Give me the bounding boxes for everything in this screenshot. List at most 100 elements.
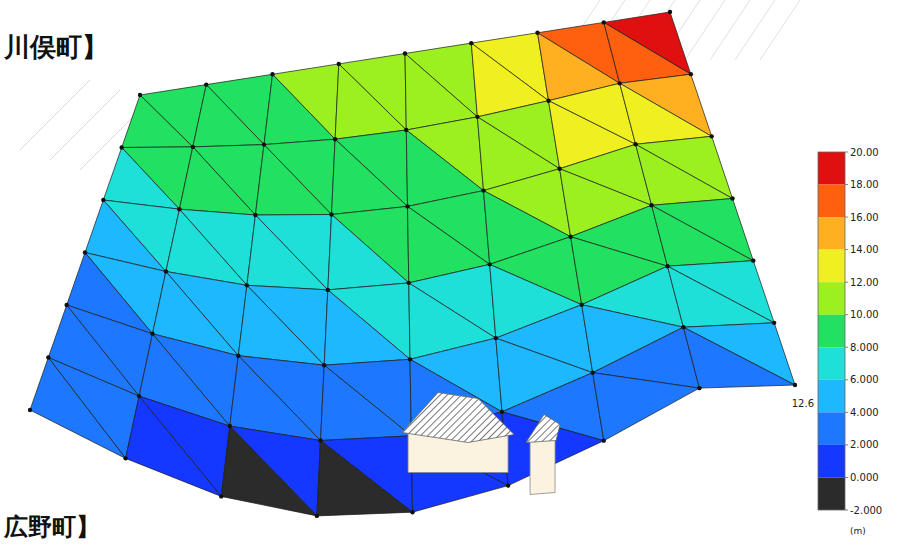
vertex — [123, 456, 127, 460]
vertex — [253, 213, 257, 217]
surface-facet — [328, 215, 409, 290]
surface-facet — [683, 327, 795, 388]
surface-facet — [620, 83, 712, 144]
surface-facet — [255, 145, 331, 215]
vertex — [404, 128, 408, 132]
colorbar-segment — [818, 315, 845, 348]
surface-facet — [126, 396, 222, 496]
vertex — [326, 288, 330, 292]
vertex — [475, 115, 479, 119]
vertex — [262, 142, 266, 146]
vertex — [494, 336, 498, 340]
vertex — [315, 514, 319, 518]
surface-facet — [324, 290, 410, 365]
chart: 20.0018.0016.0014.0012.0010.008.0006.000… — [0, 0, 907, 544]
grid-line — [735, 0, 775, 60]
vertex — [137, 394, 141, 398]
surface-facet — [230, 356, 321, 441]
vertex — [500, 410, 504, 414]
surface-facet — [122, 95, 193, 148]
colorbar-segment — [818, 477, 845, 510]
vertex — [322, 363, 326, 367]
colorbar-segment — [818, 445, 845, 478]
surface-facet — [405, 54, 477, 131]
vertex — [697, 386, 701, 390]
colorbar-tick-label: -2.000 — [850, 505, 882, 516]
vertex — [557, 167, 561, 171]
colorbar-tick — [845, 314, 848, 315]
grid-line — [710, 0, 750, 60]
grid-line — [685, 0, 725, 60]
vertex — [410, 510, 414, 514]
vertex — [579, 302, 583, 306]
vertex — [681, 325, 685, 329]
vertex — [245, 283, 249, 287]
surface-facet — [193, 85, 264, 147]
vertex — [150, 332, 154, 336]
vertex — [568, 235, 572, 239]
colorbar-segment — [818, 412, 845, 445]
shed-wall — [530, 438, 555, 494]
vertex — [668, 10, 672, 14]
vertex — [487, 262, 491, 266]
colorbar-tick — [845, 152, 848, 153]
colorbar-tick-label: 4.000 — [850, 407, 879, 418]
vertex — [337, 62, 341, 66]
vertex — [506, 483, 510, 487]
vertex — [665, 264, 669, 268]
grid-line — [50, 90, 120, 160]
vertex — [633, 142, 637, 146]
colorbar-tick-label: 2.000 — [850, 439, 879, 450]
vertex — [270, 72, 274, 76]
vertex — [329, 212, 333, 216]
colorbar-frame — [818, 152, 845, 510]
vertex — [730, 196, 734, 200]
vertex — [119, 145, 123, 149]
vertex — [101, 198, 105, 202]
vertices — [28, 10, 797, 518]
vertex — [164, 269, 168, 273]
surface-facet — [30, 358, 126, 459]
vertex — [177, 207, 181, 211]
background-grid — [20, 0, 800, 230]
vertex — [751, 258, 755, 262]
vertex — [405, 204, 409, 208]
surface-facet — [321, 365, 412, 440]
surface-facet — [238, 285, 324, 365]
vertex — [191, 145, 195, 149]
colorbar-tick — [845, 249, 848, 250]
vertex — [64, 303, 68, 307]
colorbar-tick-label: 14.00 — [850, 244, 879, 255]
vertex — [333, 137, 337, 141]
vertex — [403, 51, 407, 55]
colorbar-tick-label: 18.00 — [850, 179, 879, 190]
colorbar-segment — [818, 152, 845, 185]
colorbar-tick — [845, 282, 848, 283]
vertex — [204, 82, 208, 86]
annotation: 12.6 — [792, 398, 814, 409]
colorbar-segment — [818, 282, 845, 315]
surface-facet — [103, 148, 179, 210]
vertex — [469, 41, 473, 45]
colorbar-tick-label: 12.00 — [850, 277, 879, 288]
vertex — [407, 281, 411, 285]
colorbar-segment — [818, 217, 845, 250]
vertex — [591, 370, 595, 374]
surface-facet — [636, 144, 733, 205]
surface-mesh — [30, 12, 795, 516]
houses — [402, 392, 560, 494]
colorbar-tick — [845, 510, 848, 511]
vertex — [28, 408, 32, 412]
vertex — [602, 20, 606, 24]
colorbar-tick-label: 6.000 — [850, 374, 879, 385]
vertex — [318, 438, 322, 442]
colorbar-tick-label: 0.000 — [850, 472, 879, 483]
grid-line — [20, 80, 90, 150]
vertex — [408, 357, 412, 361]
colorbar-tick — [845, 379, 848, 380]
colorbar-segment — [818, 380, 845, 413]
surface-facet — [668, 266, 775, 327]
vertex — [546, 99, 550, 103]
surface-facet — [221, 426, 317, 516]
vertex — [219, 494, 223, 498]
